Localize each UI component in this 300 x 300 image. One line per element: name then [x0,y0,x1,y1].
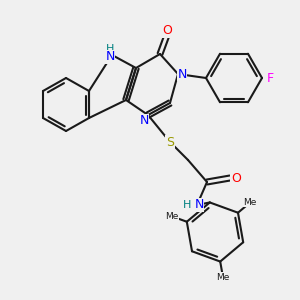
Text: N: N [194,199,204,212]
Text: N: N [139,115,149,128]
Text: O: O [231,172,241,184]
Text: S: S [166,136,174,148]
Text: O: O [162,25,172,38]
Text: Me: Me [165,212,178,221]
Text: F: F [266,71,274,85]
Text: H: H [183,200,191,210]
Text: N: N [177,68,187,80]
Text: N: N [105,50,115,64]
Text: H: H [106,44,114,54]
Text: Me: Me [244,198,257,207]
Text: Me: Me [216,273,230,282]
